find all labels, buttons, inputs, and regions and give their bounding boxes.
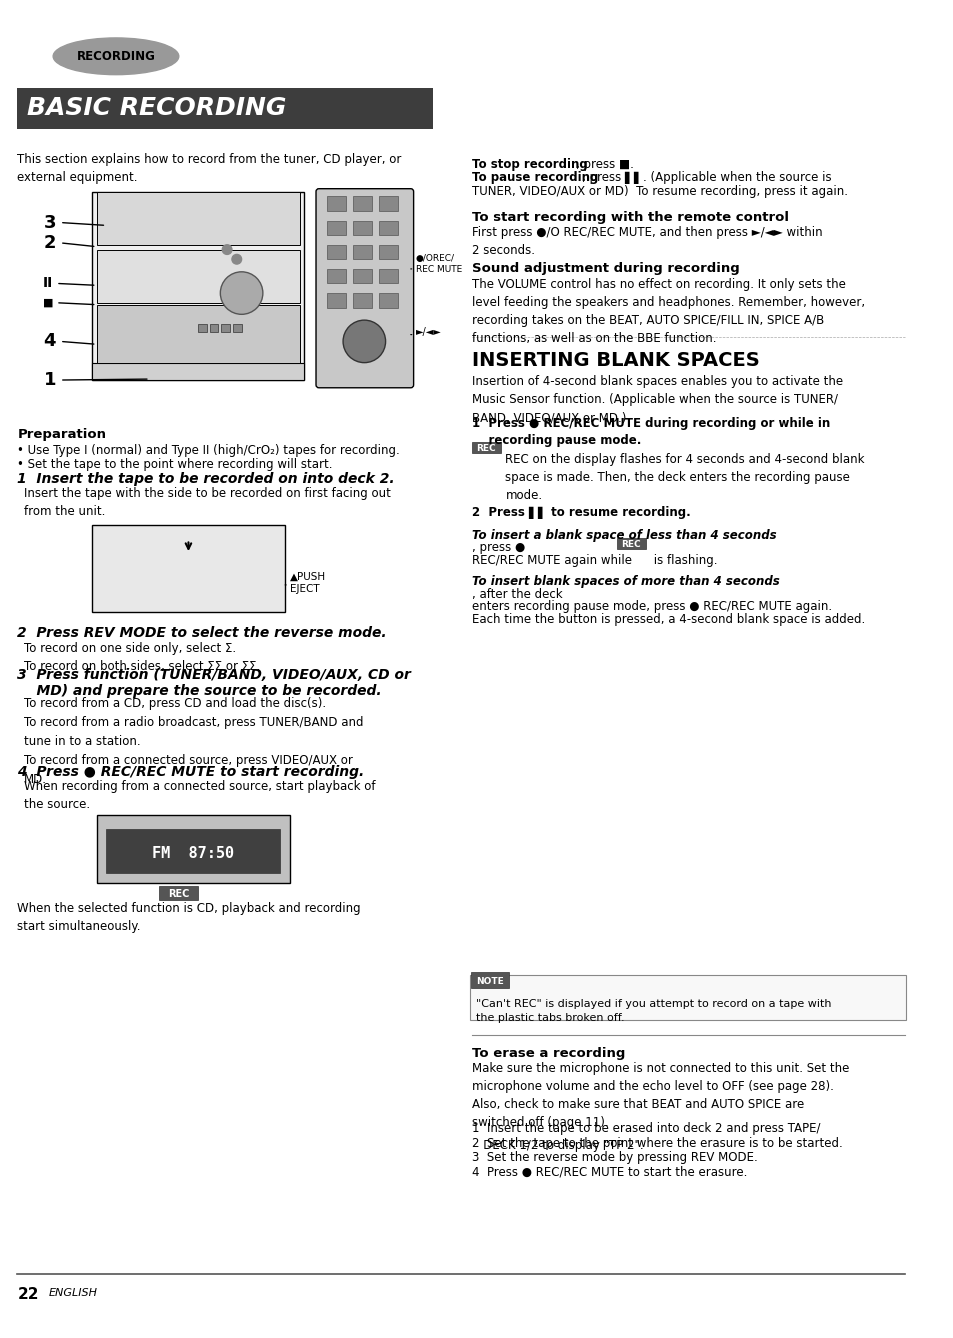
FancyBboxPatch shape xyxy=(378,245,397,260)
FancyBboxPatch shape xyxy=(96,305,299,363)
Text: To stop recording: To stop recording xyxy=(471,158,587,171)
Text: First press ●/O REC/REC MUTE, and then press ►/◄► within
2 seconds.: First press ●/O REC/REC MUTE, and then p… xyxy=(471,226,821,257)
FancyBboxPatch shape xyxy=(469,975,905,1020)
FancyBboxPatch shape xyxy=(378,197,397,211)
FancyBboxPatch shape xyxy=(210,324,218,332)
Text: RECORDING: RECORDING xyxy=(76,50,155,63)
Text: 4: 4 xyxy=(44,332,56,351)
FancyBboxPatch shape xyxy=(353,197,372,211)
Text: BASIC RECORDING: BASIC RECORDING xyxy=(27,96,286,120)
FancyBboxPatch shape xyxy=(353,221,372,235)
Text: , press ●: , press ● xyxy=(471,542,524,554)
Text: 3: 3 xyxy=(44,214,56,231)
FancyBboxPatch shape xyxy=(353,269,372,284)
Text: This section explains how to record from the tuner, CD player, or
external equip: This section explains how to record from… xyxy=(17,153,401,183)
Text: To insert a blank space of less than 4 seconds: To insert a blank space of less than 4 s… xyxy=(471,529,776,542)
Text: "Can't REC" is displayed if you attempt to record on a tape with
the plastic tab: "Can't REC" is displayed if you attempt … xyxy=(476,998,831,1022)
Ellipse shape xyxy=(53,37,178,75)
FancyBboxPatch shape xyxy=(198,324,207,332)
Text: 4  Press ● REC/REC MUTE to start recording.: 4 Press ● REC/REC MUTE to start recordin… xyxy=(17,765,364,779)
FancyBboxPatch shape xyxy=(91,524,285,611)
Text: ENGLISH: ENGLISH xyxy=(49,1288,97,1298)
Text: NOTE: NOTE xyxy=(476,977,503,986)
FancyBboxPatch shape xyxy=(378,293,397,308)
Text: To record from a CD, press CD and load the disc(s).
To record from a radio broad: To record from a CD, press CD and load t… xyxy=(24,697,363,785)
FancyBboxPatch shape xyxy=(353,293,372,308)
FancyBboxPatch shape xyxy=(233,324,241,332)
FancyBboxPatch shape xyxy=(315,189,414,388)
Text: REC/REC MUTE again while: REC/REC MUTE again while xyxy=(471,554,635,567)
Circle shape xyxy=(220,272,263,314)
Text: , press ■.: , press ■. xyxy=(576,158,633,171)
Text: When the selected function is CD, playback and recording
start simultaneously.: When the selected function is CD, playba… xyxy=(17,902,360,933)
FancyBboxPatch shape xyxy=(326,197,346,211)
Text: Each time the button is pressed, a 4-second blank space is added.: Each time the button is pressed, a 4-sec… xyxy=(471,613,864,626)
Text: Insertion of 4-second blank spaces enables you to activate the
Music Sensor func: Insertion of 4-second blank spaces enabl… xyxy=(471,375,841,424)
Text: FM  87:50: FM 87:50 xyxy=(152,846,234,862)
Text: INSERTING BLANK SPACES: INSERTING BLANK SPACES xyxy=(471,351,759,371)
Circle shape xyxy=(222,245,232,254)
FancyBboxPatch shape xyxy=(91,191,304,380)
Text: To start recording with the remote control: To start recording with the remote contr… xyxy=(471,211,788,223)
FancyBboxPatch shape xyxy=(326,245,346,260)
Text: REC: REC xyxy=(168,890,190,899)
Text: When recording from a connected source, start playback of
the source.: When recording from a connected source, … xyxy=(24,780,375,811)
Text: ■: ■ xyxy=(43,298,53,308)
FancyBboxPatch shape xyxy=(96,250,299,302)
Text: 2  Set the tape to the point where the erasure is to be started.: 2 Set the tape to the point where the er… xyxy=(471,1137,841,1149)
Text: 1  Press ● REC/REC MUTE during recording or while in
    recording pause mode.: 1 Press ● REC/REC MUTE during recording … xyxy=(471,416,829,447)
Text: 1  Insert the tape to be erased into deck 2 and press TAPE/
   DECK 1/2 to displ: 1 Insert the tape to be erased into deck… xyxy=(471,1123,820,1152)
FancyBboxPatch shape xyxy=(96,191,299,245)
Text: 1: 1 xyxy=(44,371,56,389)
Text: 22: 22 xyxy=(17,1287,39,1302)
Text: 2  Press ▌▌ to resume recording.: 2 Press ▌▌ to resume recording. xyxy=(471,506,690,519)
Text: enters recording pause mode, press ● REC/REC MUTE again.: enters recording pause mode, press ● REC… xyxy=(471,601,831,613)
FancyBboxPatch shape xyxy=(91,363,304,380)
Text: REC: REC xyxy=(620,539,640,549)
Text: Insert the tape with the side to be recorded on first facing out
from the unit.: Insert the tape with the side to be reco… xyxy=(24,487,391,518)
FancyBboxPatch shape xyxy=(159,887,198,900)
Text: ►/◄►: ►/◄► xyxy=(416,326,441,337)
FancyBboxPatch shape xyxy=(471,442,500,454)
Text: , press ▌▌. (Applicable when the source is: , press ▌▌. (Applicable when the source … xyxy=(581,171,830,185)
Text: To erase a recording: To erase a recording xyxy=(471,1046,624,1060)
FancyBboxPatch shape xyxy=(17,88,433,128)
FancyBboxPatch shape xyxy=(326,269,346,284)
Text: Preparation: Preparation xyxy=(17,428,107,442)
Text: To pause recording: To pause recording xyxy=(471,171,598,185)
Text: To record on one side only, select Σ.
To record on both sides, select ΣΣ or ΣΣ.: To record on one side only, select Σ. To… xyxy=(24,642,260,673)
FancyBboxPatch shape xyxy=(96,815,290,883)
FancyBboxPatch shape xyxy=(221,324,230,332)
Circle shape xyxy=(343,320,385,363)
Text: 4  Press ● REC/REC MUTE to start the erasure.: 4 Press ● REC/REC MUTE to start the eras… xyxy=(471,1165,746,1179)
Text: REC on the display flashes for 4 seconds and 4-second blank
space is made. Then,: REC on the display flashes for 4 seconds… xyxy=(505,454,864,503)
FancyBboxPatch shape xyxy=(616,538,645,549)
FancyBboxPatch shape xyxy=(106,830,280,872)
Text: , after the deck: , after the deck xyxy=(471,587,561,601)
Text: 3  Press function (TUNER/BAND, VIDEO/AUX, CD or
    MD) and prepare the source t: 3 Press function (TUNER/BAND, VIDEO/AUX,… xyxy=(17,668,411,698)
Text: REC: REC xyxy=(476,444,496,454)
Text: Make sure the microphone is not connected to this unit. Set the
microphone volum: Make sure the microphone is not connecte… xyxy=(471,1062,848,1129)
Text: is flashing.: is flashing. xyxy=(650,554,718,567)
Text: 2  Press REV MODE to select the reverse mode.: 2 Press REV MODE to select the reverse m… xyxy=(17,626,387,641)
FancyBboxPatch shape xyxy=(326,221,346,235)
Text: • Set the tape to the point where recording will start.: • Set the tape to the point where record… xyxy=(17,459,333,471)
Text: 2: 2 xyxy=(44,234,56,252)
Text: To insert blank spaces of more than 4 seconds: To insert blank spaces of more than 4 se… xyxy=(471,575,779,589)
Text: 3  Set the reverse mode by pressing REV MODE.: 3 Set the reverse mode by pressing REV M… xyxy=(471,1151,757,1164)
FancyBboxPatch shape xyxy=(378,269,397,284)
FancyBboxPatch shape xyxy=(470,973,509,987)
Text: II: II xyxy=(43,277,53,290)
FancyBboxPatch shape xyxy=(326,293,346,308)
Text: TUNER, VIDEO/AUX or MD)  To resume recording, press it again.: TUNER, VIDEO/AUX or MD) To resume record… xyxy=(471,185,846,198)
FancyBboxPatch shape xyxy=(353,245,372,260)
Circle shape xyxy=(232,254,241,264)
Text: ▲PUSH
EJECT: ▲PUSH EJECT xyxy=(290,573,326,594)
Text: • Use Type I (normal) and Type II (high/CrO₂) tapes for recording.: • Use Type I (normal) and Type II (high/… xyxy=(17,444,399,456)
Text: 1  Insert the tape to be recorded on into deck 2.: 1 Insert the tape to be recorded on into… xyxy=(17,472,395,486)
Text: Sound adjustment during recording: Sound adjustment during recording xyxy=(471,262,739,276)
Text: The VOLUME control has no effect on recording. It only sets the
level feeding th: The VOLUME control has no effect on reco… xyxy=(471,277,863,345)
FancyBboxPatch shape xyxy=(378,221,397,235)
Text: ●/OREC/
REC MUTE: ●/OREC/ REC MUTE xyxy=(416,254,461,274)
